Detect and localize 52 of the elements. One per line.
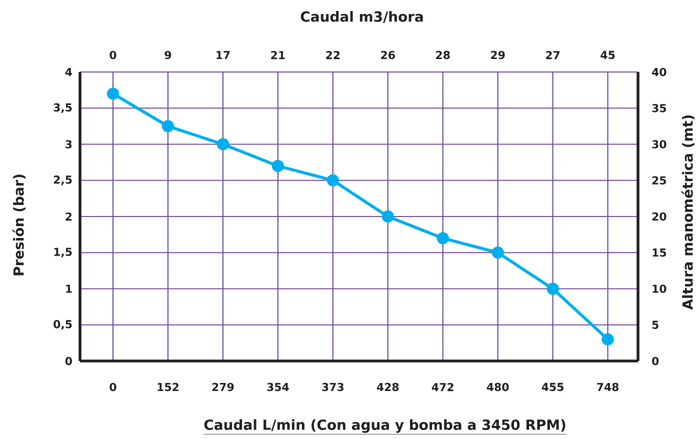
point <box>162 120 174 132</box>
x-tick-label: 279 <box>212 382 234 392</box>
text: 27 <box>546 50 560 60</box>
text: 28 <box>436 50 450 60</box>
y-axis-title: Presión (bar) <box>12 174 26 276</box>
text: 0 <box>110 50 116 60</box>
point <box>436 232 449 244</box>
y2-tick-label: 25 <box>652 176 666 185</box>
x-tick-label: 472 <box>432 382 454 392</box>
y-tick-label: 2 <box>66 212 72 221</box>
x-axis-title: Caudal L/min (Con agua y bomba a 3450 RPM) <box>204 419 566 433</box>
text: 21 <box>271 50 285 60</box>
point <box>272 160 284 172</box>
x-tick-label: 480 <box>486 382 509 392</box>
text: 9 <box>164 50 172 60</box>
text: 17 <box>216 51 230 59</box>
y2-tick-label: 15 <box>652 248 666 257</box>
y-tick-label: 0,5 <box>54 320 72 330</box>
x-tick-label: 0 <box>110 382 116 392</box>
x-tick-label: 455 <box>542 382 564 392</box>
point <box>106 88 120 100</box>
y-tick-label: 2,5 <box>54 176 72 186</box>
point <box>382 210 394 223</box>
y2-axis-title: Altura manométrica (mt) <box>682 115 695 310</box>
y-tick-label: 1,5 <box>54 248 72 258</box>
x-tick-label: 428 <box>376 382 399 392</box>
x-tick-label: 748 <box>597 382 619 392</box>
text: 45 <box>600 50 615 60</box>
point <box>546 282 559 295</box>
y-tick-label: 1 <box>66 284 72 293</box>
point <box>326 174 339 186</box>
point <box>602 333 614 346</box>
y2-tick-label: 30 <box>652 140 666 148</box>
text: 29 <box>491 50 505 60</box>
y2-tick-label: 10 <box>652 284 666 293</box>
point <box>492 246 504 259</box>
point <box>216 138 230 150</box>
x2-axis-title: Caudal m3/hora <box>300 11 423 23</box>
y-tick-label: 0 <box>65 356 72 366</box>
y-tick-label: 4 <box>65 68 72 76</box>
y2-tick-label: 20 <box>652 212 666 221</box>
text: 22 <box>326 50 340 60</box>
y2-tick-label: 0 <box>652 356 659 366</box>
y2-tick-label: 5 <box>652 320 658 329</box>
y2-tick-label: 40 <box>652 68 666 76</box>
x-tick-label: 152 <box>158 382 178 392</box>
x-tick-label: 373 <box>322 382 344 392</box>
x-tick-label: 354 <box>267 382 289 392</box>
y-tick-label: 3,5 <box>54 103 72 113</box>
text: 26 <box>381 50 395 60</box>
y-tick-label: 3 <box>66 140 72 148</box>
y2-tick-label: 35 <box>652 104 666 112</box>
